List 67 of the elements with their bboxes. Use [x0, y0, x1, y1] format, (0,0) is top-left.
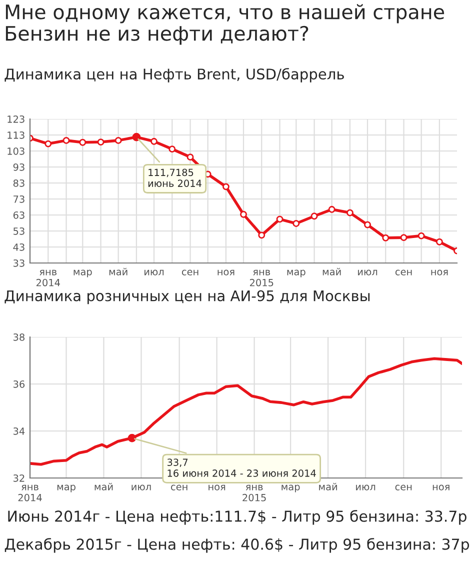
- x-tick-label: июл: [132, 484, 151, 490]
- point: [62, 136, 70, 144]
- y-tick-label: 113: [8, 131, 24, 139]
- point: [222, 183, 230, 190]
- y-tick-label: 83: [13, 179, 24, 187]
- x-tick-label: мар: [287, 270, 306, 278]
- x-tick-label: сен: [182, 270, 198, 276]
- point: [79, 138, 86, 146]
- y-tick-label: 36: [14, 380, 25, 388]
- y-tick-label: 53: [14, 227, 24, 235]
- x-tick-label: сен: [395, 270, 412, 276]
- point: [186, 154, 194, 161]
- x-tick-label: ноя: [208, 484, 226, 490]
- x-tick-label: сен: [395, 484, 412, 490]
- y-tick-label: 103: [8, 147, 24, 155]
- y-tick-label: 93: [13, 163, 24, 171]
- point: [400, 234, 408, 242]
- point: [114, 136, 122, 144]
- point: [382, 234, 390, 242]
- x-tick-label: ноя: [218, 270, 234, 276]
- y-tick-label: 34: [14, 427, 25, 435]
- y-tick-label: 63: [13, 211, 24, 219]
- text: Июнь 2014г - Цена нефть:111.7$ - Литр 95 бензина: 33.7р: [8, 510, 466, 525]
- x-tick-label: мар: [282, 484, 300, 492]
- y-tick-label: 32: [14, 474, 24, 482]
- point: [276, 216, 284, 223]
- x-tick-label: май: [319, 482, 337, 490]
- x-tick-label: мар: [57, 484, 76, 492]
- x-tick-label: июл: [144, 270, 164, 276]
- x-tick-label: ноя: [432, 484, 450, 490]
- x-tick-label: май: [109, 268, 128, 276]
- line-series: [30, 357, 462, 466]
- y-tick-label: 123: [8, 115, 24, 123]
- chart-title: Мне одному кажется, что в нашей стране Бензин не из нефти делают?: [6, 4, 444, 45]
- x-tick-label: янв 2014: [18, 484, 42, 502]
- point: [418, 232, 425, 240]
- point: [346, 209, 354, 216]
- point: [97, 138, 104, 146]
- x-tick-label: май: [322, 268, 341, 276]
- point: [310, 212, 318, 220]
- annotation: 33,7 16 июня 2014 - 23 июня 2014: [167, 458, 316, 477]
- y-tick-label: 33: [14, 259, 24, 267]
- point: [292, 220, 300, 227]
- y-tick-label: 38: [14, 333, 24, 341]
- x-tick-label: янв 2014: [36, 270, 60, 286]
- point: [168, 146, 176, 153]
- point: [364, 221, 371, 228]
- point: [328, 206, 336, 213]
- point: [150, 138, 158, 145]
- chart-title: Динамика розничных цен на АИ-95 для Москвы: [4, 290, 370, 304]
- x-tick-label: янв 2015: [250, 270, 274, 286]
- text: Декабрь 2015г - Цена нефть: 40.6$ - Литр 95 бензина: 37р: [4, 538, 470, 553]
- point: [44, 140, 52, 148]
- annotation: 111,7185 июнь 2014: [148, 168, 202, 187]
- x-tick-label: ноя: [431, 270, 448, 276]
- x-tick-label: июл: [358, 270, 378, 276]
- x-tick-label: июл: [356, 484, 376, 490]
- x-tick-label: сен: [171, 484, 188, 490]
- y-tick-label: 43: [13, 243, 24, 251]
- x-tick-label: янв 2015: [242, 484, 266, 502]
- point: [240, 210, 247, 218]
- x-tick-label: май: [94, 482, 113, 490]
- y-tick-label: 73: [14, 195, 24, 203]
- point: [258, 232, 266, 239]
- x-tick-label: мар: [74, 270, 92, 278]
- chart-subtitle: Динамика цен на Нефть Brent, USD/баррель: [4, 68, 344, 82]
- point: [436, 238, 443, 246]
